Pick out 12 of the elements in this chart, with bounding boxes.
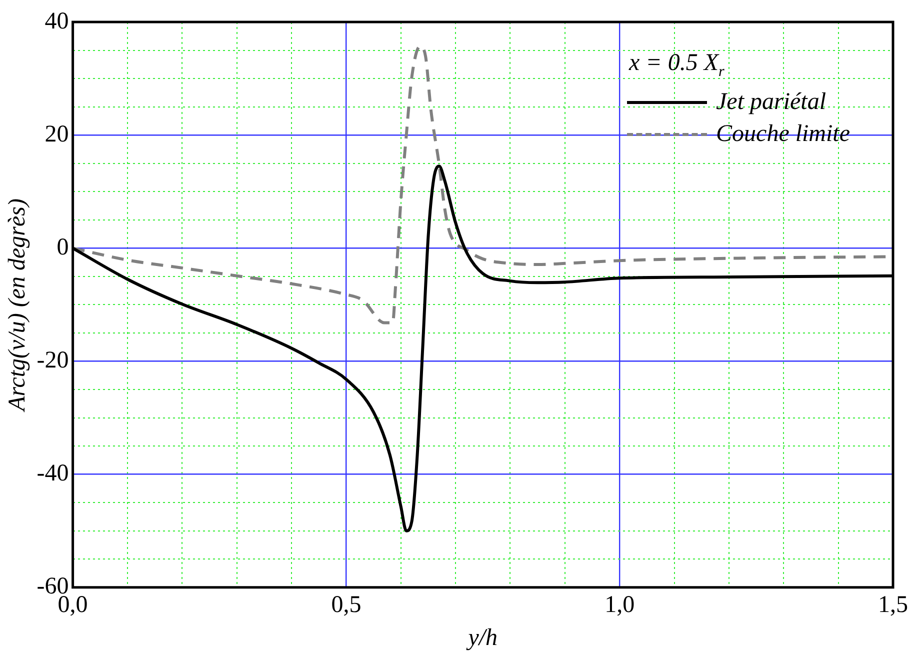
legend-title: x = 0.5 X$_{r}$: [629, 50, 726, 81]
y-tick-label: -20: [36, 348, 69, 374]
legend-label: Jet pariétal: [715, 89, 827, 116]
x-tick-label: 1,5: [878, 592, 908, 618]
y-tick-label: 40: [44, 8, 69, 34]
x-axis-title: y/h: [466, 624, 498, 651]
y-tick-label: -40: [36, 460, 69, 487]
y-tick-label: 0: [56, 234, 69, 260]
y-axis-title: Arctg(v/u) (en degrès): [4, 198, 31, 413]
x-tick-label: 1,0: [604, 592, 635, 618]
y-tick-label: 20: [44, 121, 69, 148]
x-tick-label: 0,5: [331, 592, 362, 618]
